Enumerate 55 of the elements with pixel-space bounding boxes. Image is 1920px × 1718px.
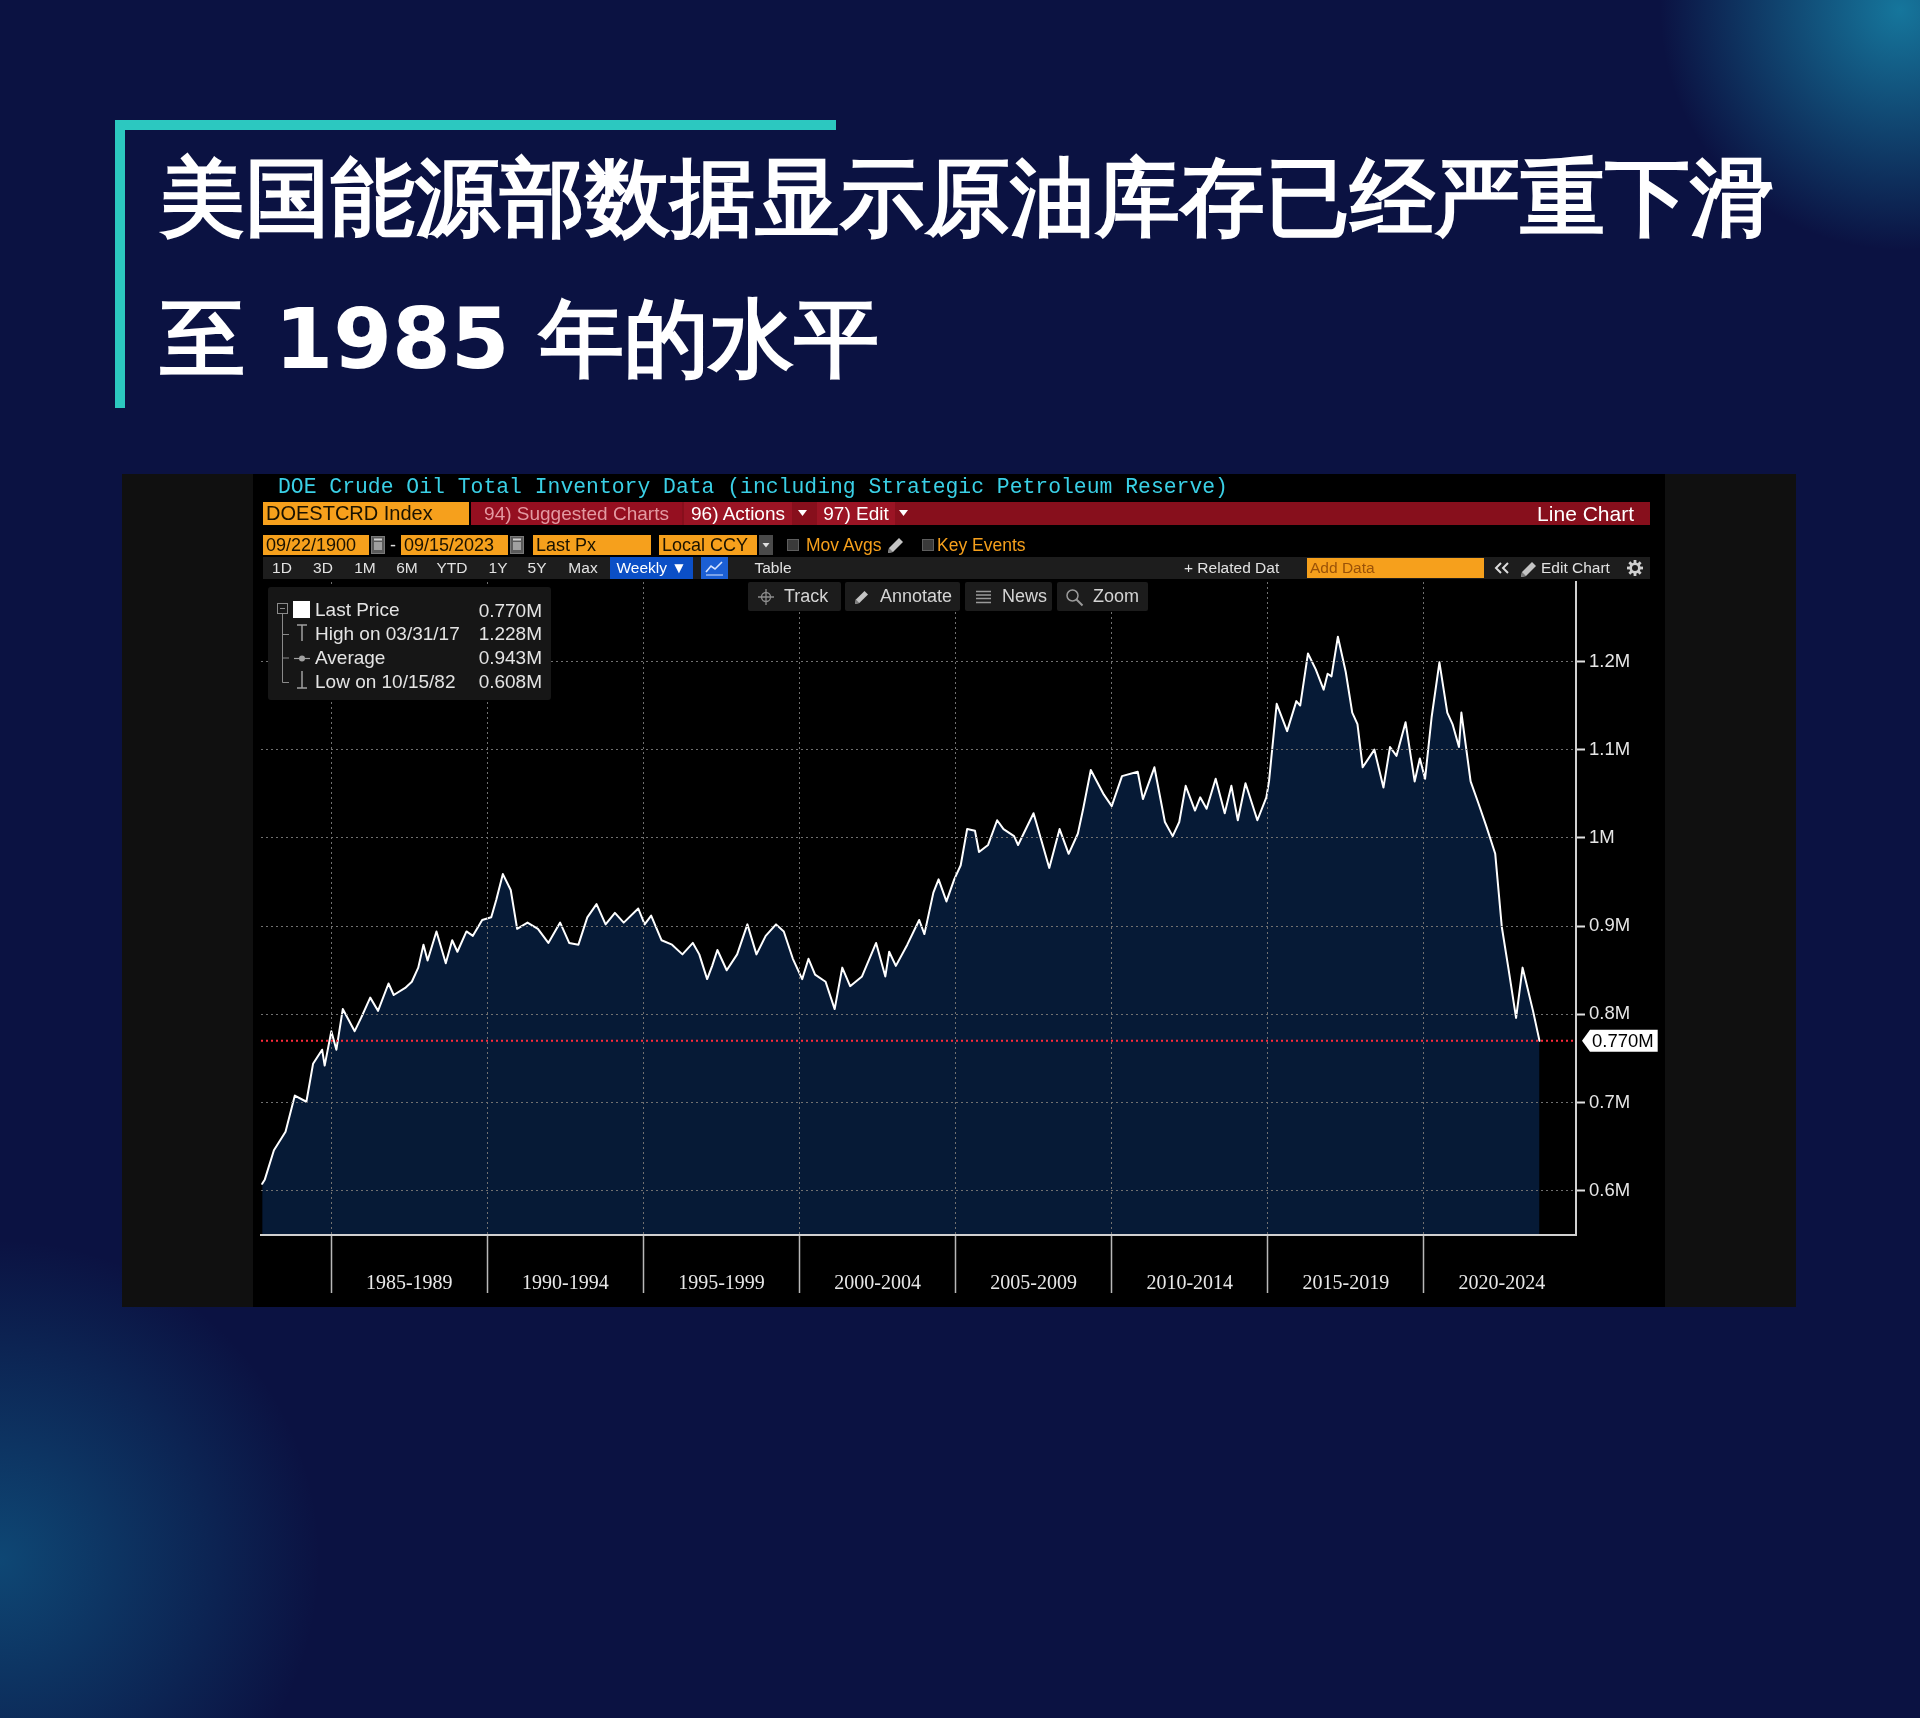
legend-label: Last Price bbox=[315, 599, 400, 621]
x-tick-label: 2000-2004 bbox=[834, 1271, 921, 1294]
x-tick-label: 1985-1989 bbox=[365, 1271, 453, 1294]
text: Add Data bbox=[1307, 558, 1484, 578]
text: 09/22/1900 bbox=[263, 535, 369, 555]
text: 5Y bbox=[526, 558, 548, 578]
text: Line Chart bbox=[1536, 502, 1634, 525]
x-tick-label: 2020-2024 bbox=[1458, 1271, 1546, 1294]
annotation: Zoom bbox=[1093, 585, 1140, 608]
x-tick-label: 1995-1999 bbox=[678, 1271, 765, 1294]
text: 6M bbox=[395, 558, 419, 578]
text: YTD bbox=[435, 558, 469, 578]
y-tick-label: 1.1M bbox=[1589, 737, 1631, 759]
text: Last Px bbox=[533, 535, 651, 555]
text: 1D bbox=[271, 558, 293, 578]
y-tick-label: 1M bbox=[1589, 826, 1615, 847]
x-tick-label: 1990-1994 bbox=[522, 1271, 609, 1294]
chart-subtitle: DOE Crude Oil Total Inventory Data (including Strategic Petroleum Reserve) bbox=[278, 475, 1228, 499]
text: 94) Suggested Charts bbox=[471, 502, 682, 525]
text: DOESTCRD Index bbox=[263, 502, 469, 525]
text: Mov Avgs bbox=[806, 535, 883, 555]
text: Edit Chart bbox=[1541, 558, 1611, 578]
text: + Related Dat bbox=[1184, 558, 1281, 578]
annotation: 0.770M bbox=[477, 600, 542, 622]
x-tick-label: 2015-2019 bbox=[1302, 1271, 1390, 1294]
chart-title: 美国能源部数据显示原油库存已经严重下滑至 1985 年的水平 bbox=[160, 148, 1776, 390]
annotation: News bbox=[1002, 585, 1048, 608]
x-tick-label: 2005-2009 bbox=[990, 1271, 1077, 1294]
text: - bbox=[389, 535, 397, 555]
text: 96) Actions bbox=[684, 502, 792, 525]
annotation: Track bbox=[784, 585, 830, 608]
y-tick-label: 0.8M bbox=[1589, 1002, 1631, 1024]
text: Max bbox=[567, 558, 599, 578]
text: Weekly ▼ bbox=[610, 557, 693, 579]
annotation: Annotate bbox=[880, 585, 954, 608]
ref-line-label: 0.770M bbox=[1592, 1029, 1654, 1051]
text: 1M bbox=[353, 558, 377, 578]
annotation: 0.943M bbox=[477, 647, 542, 669]
text: 1Y bbox=[487, 558, 509, 578]
annotation: 1.228M bbox=[477, 623, 542, 645]
y-tick-label: 0.9M bbox=[1589, 914, 1631, 936]
y-tick-label: 0.6M bbox=[1589, 1178, 1631, 1200]
text: Table bbox=[753, 558, 793, 578]
y-tick-label: 1.2M bbox=[1589, 649, 1631, 671]
text: 09/15/2023 bbox=[401, 535, 508, 555]
x-tick-label: 2010-2014 bbox=[1146, 1271, 1234, 1294]
text: 3D bbox=[312, 558, 334, 578]
text: 97) Edit bbox=[817, 502, 895, 525]
annotation: Average bbox=[315, 647, 387, 669]
annotation: 0.608M bbox=[477, 671, 542, 693]
y-tick-label: 0.7M bbox=[1589, 1090, 1631, 1112]
text: Key Events bbox=[937, 535, 1027, 555]
text: Local CCY bbox=[659, 535, 757, 555]
annotation: High on 03/31/17 bbox=[315, 623, 461, 645]
annotation: Low on 10/15/82 bbox=[315, 671, 457, 693]
